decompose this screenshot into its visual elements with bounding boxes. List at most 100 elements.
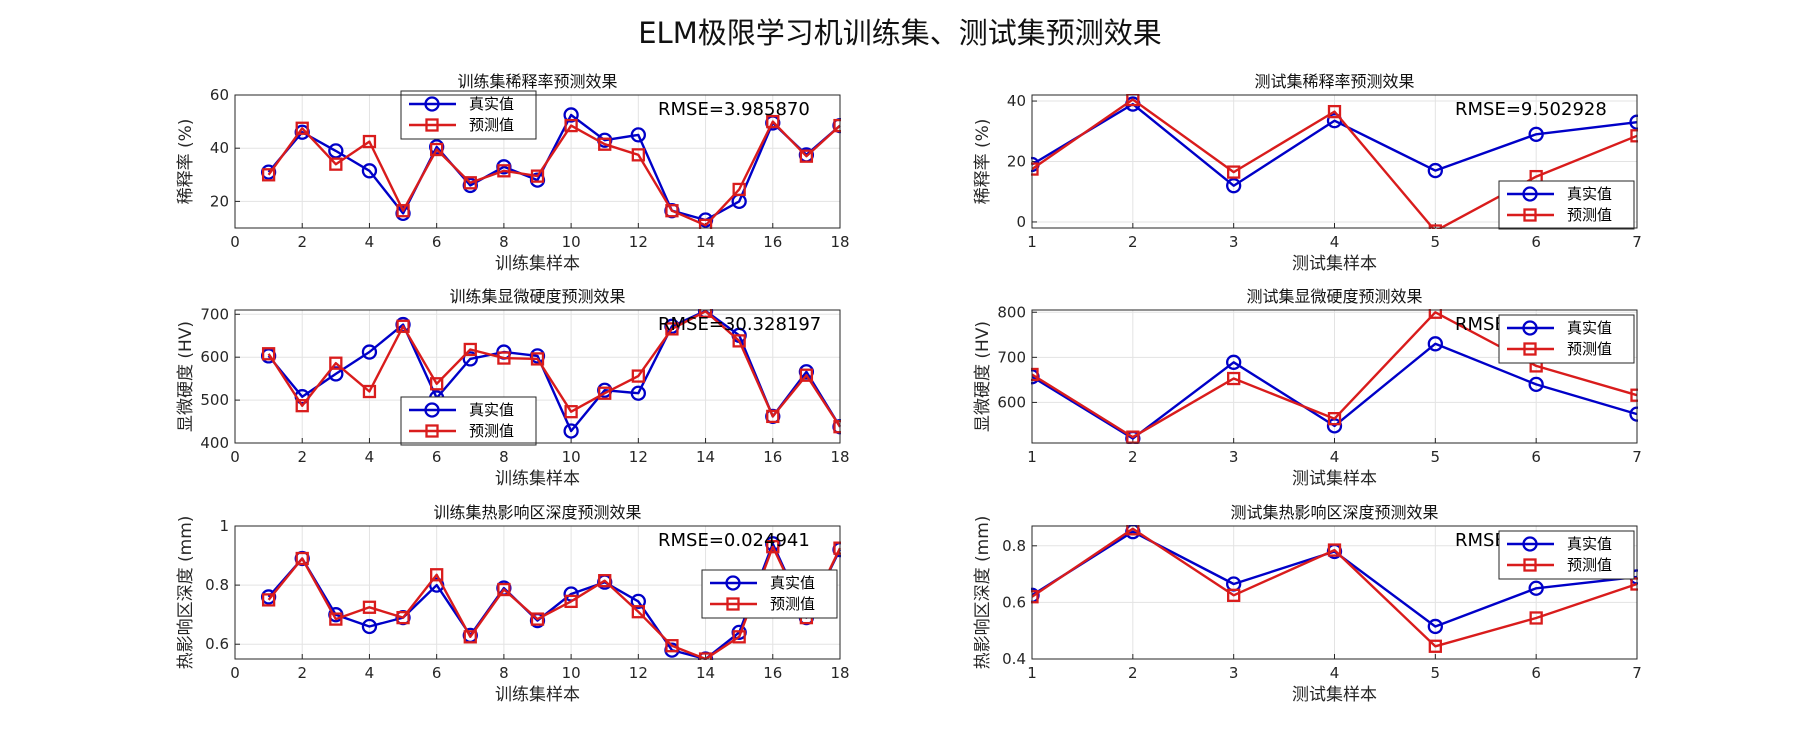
x-tick-label: 4 — [365, 664, 375, 682]
x-tick-label: 6 — [1531, 233, 1541, 251]
x-tick-label: 12 — [629, 448, 648, 466]
x-tick-label: 2 — [1128, 664, 1138, 682]
x-tick-label: 16 — [763, 448, 782, 466]
y-tick-label: 600 — [997, 393, 1026, 411]
data-point-predicted — [1428, 309, 1442, 319]
rmse-annotation: RMSE=9.502928 — [1455, 99, 1607, 120]
data-point-actual — [328, 143, 344, 159]
chart-5: 0 2 4 6 8 10 12 14 16 18 0.6 0.8 1 RMSE=0.024941 真实值预测… — [176, 503, 850, 705]
y-tick-label: 0.4 — [1002, 650, 1026, 668]
data-point-predicted — [732, 334, 746, 348]
x-tick-label: 10 — [562, 664, 581, 682]
data-point-predicted — [799, 149, 814, 163]
data-point-predicted — [766, 114, 780, 129]
data-point-predicted — [362, 134, 377, 149]
x-tick-label: 16 — [763, 233, 782, 251]
legend-label: 真实值 — [1567, 535, 1612, 553]
x-tick-label: 8 — [499, 233, 509, 251]
x-tick-label: 7 — [1632, 448, 1642, 466]
data-point-predicted — [295, 399, 309, 413]
y-tick-label: 500 — [200, 391, 229, 409]
axes-title: 测试集热影响区深度预测效果 — [1230, 503, 1438, 522]
legend-box — [1498, 530, 1635, 580]
y-tick-label: 0.8 — [205, 576, 229, 594]
data-point-actual — [563, 107, 579, 123]
data-point-predicted — [261, 168, 276, 182]
data-point-actual — [630, 127, 646, 143]
legend-label: 真实值 — [770, 574, 815, 592]
x-tick-label: 18 — [830, 448, 849, 466]
data-point-predicted — [564, 594, 578, 609]
data-point-predicted — [463, 176, 477, 190]
data-point-predicted — [430, 142, 444, 157]
y-tick-label: 800 — [997, 303, 1026, 321]
legend-box — [1498, 314, 1635, 364]
legend-label: 预测值 — [1567, 206, 1612, 224]
data-point-predicted — [1428, 224, 1442, 229]
x-axis-label: 测试集样本 — [1292, 469, 1377, 489]
legend-box — [1498, 180, 1635, 230]
x-tick-label: 3 — [1229, 664, 1239, 682]
data-point-predicted — [1529, 611, 1543, 625]
legend-marker-square — [1523, 208, 1537, 222]
x-tick-label: 4 — [1330, 233, 1340, 251]
data-point-predicted — [463, 342, 477, 357]
x-tick-label: 0 — [230, 233, 240, 251]
data-point-actual — [1427, 618, 1443, 635]
data-point-predicted — [295, 121, 309, 135]
data-point-predicted — [1126, 94, 1140, 107]
data-point-predicted — [430, 377, 444, 391]
rmse-annotation: RMSE=0.024941 — [658, 530, 810, 551]
x-tick-label: 6 — [432, 233, 442, 251]
legend-label: 真实值 — [469, 401, 514, 419]
axes-title: 训练集稀释率预测效果 — [457, 72, 617, 91]
x-tick-label: 8 — [499, 448, 509, 466]
x-tick-label: 4 — [1330, 448, 1340, 466]
axes-frame — [234, 525, 841, 660]
x-axis-label: 训练集样本 — [495, 254, 580, 274]
data-point-predicted — [766, 409, 780, 424]
axes-frame — [1031, 309, 1638, 444]
data-point-predicted — [329, 356, 343, 370]
data-point-predicted — [530, 352, 545, 366]
data-point-actual — [1427, 162, 1443, 179]
data-point-actual — [1226, 354, 1242, 370]
series-line-actual — [1031, 342, 1638, 440]
series-line-predicted — [1031, 527, 1638, 648]
series-group — [1031, 309, 1638, 444]
axes-frame — [1031, 94, 1638, 229]
data-point-predicted — [698, 309, 713, 318]
x-tick-label: 7 — [1632, 664, 1642, 682]
data-point-actual — [361, 344, 378, 360]
data-point-predicted — [1126, 525, 1140, 536]
data-point-predicted — [732, 630, 746, 644]
data-point-actual — [462, 351, 478, 367]
data-point-predicted — [497, 164, 511, 178]
y-tick-label: 400 — [200, 434, 229, 452]
x-tick-label: 0 — [230, 448, 240, 466]
data-point-predicted — [1428, 639, 1442, 653]
y-tick-label: 1 — [219, 517, 229, 535]
data-point-actual — [1427, 336, 1443, 352]
x-tick-label: 8 — [499, 664, 509, 682]
y-tick-label: 40 — [1007, 92, 1026, 110]
x-tick-label: 1 — [1027, 233, 1037, 251]
x-tick-label: 5 — [1431, 664, 1441, 682]
y-tick-label: 600 — [200, 348, 229, 366]
legend-box — [701, 569, 838, 619]
data-point-predicted — [698, 218, 713, 229]
x-tick-label: 14 — [696, 448, 715, 466]
data-point-predicted — [1327, 104, 1342, 119]
x-tick-label: 5 — [1431, 448, 1441, 466]
x-tick-label: 12 — [629, 664, 648, 682]
legend-label: 真实值 — [1567, 185, 1612, 203]
x-tick-label: 4 — [365, 448, 375, 466]
data-point-predicted — [564, 405, 578, 419]
legend-box — [400, 396, 537, 446]
data-point-predicted — [295, 551, 309, 566]
